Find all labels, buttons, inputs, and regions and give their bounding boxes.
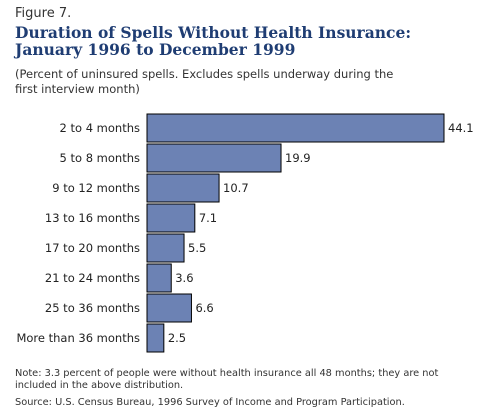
value-label-25-to-36-months: 6.6 [195,301,213,315]
category-label-2-to-4-months: 2 to 4 months [60,121,140,135]
category-label-25-to-36-months: 25 to 36 months [45,301,140,315]
chart-title: Duration of Spells Without Health Insura… [15,24,475,58]
bar-5-to-8-months [146,143,282,173]
category-label-21-to-24-months: 21 to 24 months [45,271,140,285]
value-label-21-to-24-months: 3.6 [175,271,193,285]
chart-note-line-1: Note: 3.3 percent of people were without… [15,368,439,379]
chart-title-line-2: January 1996 to December 1999 [15,40,296,59]
category-label-17-to-20-months: 17 to 20 months [45,241,140,255]
bar-9-to-12-months [146,173,220,203]
chart-subtitle-line-2: first interview month) [15,82,140,96]
chart-note: Note: 3.3 percent of people were without… [15,368,477,392]
category-label-13-to-16-months: 13 to 16 months [45,211,140,225]
chart-source: Source: U.S. Census Bureau, 1996 Survey … [15,397,405,408]
value-label-more-than-36-months: 2.5 [168,331,186,345]
bar-21-to-24-months [146,263,172,293]
chart-subtitle: (Percent of uninsured spells. Excludes s… [15,67,475,97]
chart-subtitle-line-1: (Percent of uninsured spells. Excludes s… [15,67,394,81]
value-label-2-to-4-months: 44.1 [448,121,474,135]
category-label-more-than-36-months: More than 36 months [16,331,140,345]
value-label-9-to-12-months: 10.7 [223,181,249,195]
category-label-5-to-8-months: 5 to 8 months [60,151,140,165]
bar-17-to-20-months [146,233,185,263]
chart-title-line-1: Duration of Spells Without Health Insura… [15,23,412,42]
bar-2-to-4-months [146,113,445,143]
bars-layer: 2 to 4 months 44.1 5 to 8 months 19.9 9 to 1… [16,113,474,353]
bar-25-to-36-months [146,293,192,323]
value-label-17-to-20-months: 5.5 [188,241,206,255]
bar-13-to-16-months [146,203,196,233]
chart-note-line-2: included in the above distribution. [15,380,184,391]
value-label-5-to-8-months: 19.9 [285,151,311,165]
bar-more-than-36-months [146,323,165,353]
value-label-13-to-16-months: 7.1 [199,211,217,225]
figure-label: Figure 7. [15,6,72,21]
category-label-9-to-12-months: 9 to 12 months [52,181,140,195]
